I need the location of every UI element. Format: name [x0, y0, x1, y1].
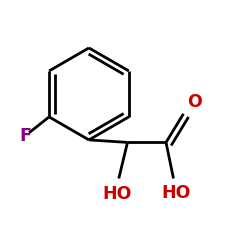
- Text: HO: HO: [161, 184, 191, 202]
- Text: F: F: [20, 126, 32, 144]
- Text: O: O: [187, 93, 202, 111]
- Text: HO: HO: [103, 185, 132, 203]
